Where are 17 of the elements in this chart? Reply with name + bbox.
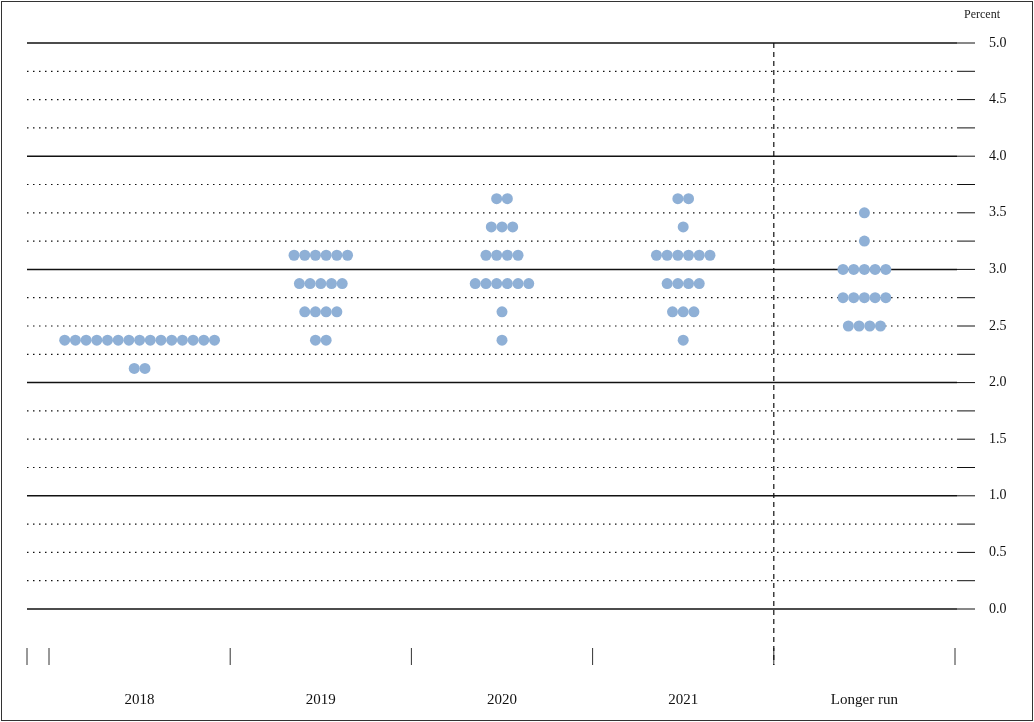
y-tick-label: 2.5 [989,317,1007,333]
y-tick-label: 4.5 [989,91,1007,107]
y-tick-label: 3.5 [989,204,1007,220]
y-tick-label: 4.0 [989,147,1007,163]
y-tick-label: 0.5 [989,544,1007,560]
x-tick-label: 2018 [124,690,155,707]
y-tick-label: 0.0 [989,600,1007,616]
x-tick-label: Longer run [830,690,899,707]
y-tick-label: 3.0 [989,261,1007,277]
x-tick-label: 2021 [668,690,699,707]
x-tick-label: 2019 [305,690,336,707]
y-tick-label: 5.0 [989,34,1007,50]
y-tick-label: 2.0 [989,374,1007,390]
y-tick-label: 1.0 [989,487,1007,503]
y-axis-title: Percent [964,7,1000,22]
y-tick-label: 1.5 [989,430,1007,446]
x-tick-label: 2020 [487,690,517,707]
